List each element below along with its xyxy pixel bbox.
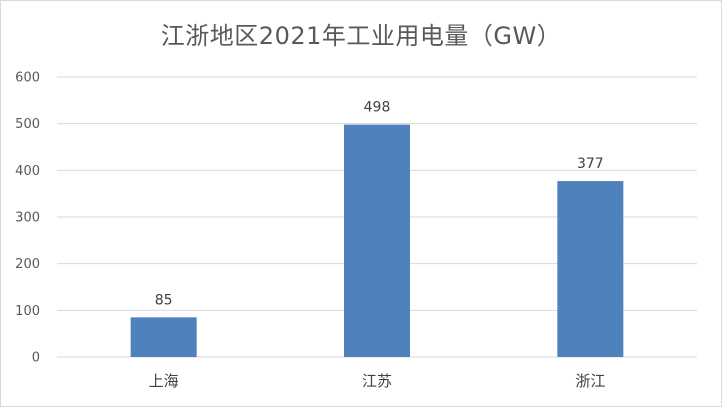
bars — [130, 124, 624, 357]
y-tick-label: 300 — [15, 211, 40, 226]
data-label-2: 377 — [577, 156, 604, 172]
y-tick-label: 100 — [15, 304, 40, 319]
bar-1 — [344, 124, 410, 357]
category-label-2: 浙江 — [575, 372, 605, 390]
category-label-1: 江苏 — [362, 372, 392, 390]
y-tick-label: 500 — [15, 117, 40, 132]
bar-0 — [130, 317, 197, 357]
y-tick-label: 0 — [32, 351, 40, 366]
bar-2 — [557, 181, 624, 357]
category-label-0: 上海 — [149, 372, 179, 390]
data-label-0: 85 — [155, 292, 173, 308]
data-labels: 85 498 377 — [155, 100, 604, 309]
data-label-1: 498 — [364, 100, 391, 116]
chart-title: 江浙地区2021年工业用电量（GW） — [160, 22, 562, 50]
y-axis-ticks: 0 100 200 300 400 500 600 — [15, 71, 40, 366]
y-tick-label: 600 — [15, 71, 40, 86]
y-tick-label: 400 — [15, 164, 40, 179]
x-axis-categories: 上海 江苏 浙江 — [149, 372, 606, 390]
y-tick-label: 200 — [15, 257, 40, 272]
